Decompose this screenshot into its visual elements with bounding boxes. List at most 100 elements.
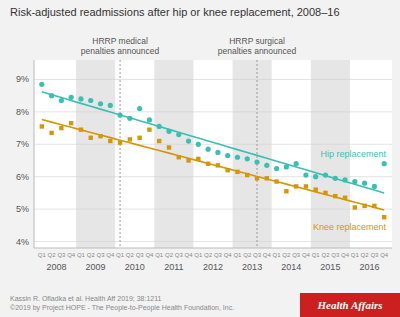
point (127, 116, 132, 121)
x-tick-label: Q1 (273, 252, 282, 258)
year-label: 2015 (320, 262, 340, 272)
point (333, 194, 337, 198)
year-label: 2014 (281, 262, 301, 272)
point (186, 138, 191, 143)
point (40, 124, 44, 128)
point (98, 101, 103, 106)
x-tick-label: Q2 (87, 252, 96, 258)
point (265, 176, 269, 180)
point (88, 98, 93, 103)
point (284, 189, 288, 193)
point (177, 155, 181, 159)
x-tick-label: Q3 (57, 252, 66, 258)
series-label: Knee replacement (313, 222, 387, 232)
year-band (76, 60, 115, 248)
x-tick-label: Q1 (233, 252, 242, 258)
annotation-text: HRRP medicalpenalties announced (81, 36, 160, 56)
x-tick-label: Q2 (321, 252, 330, 258)
x-tick-label: Q1 (155, 252, 164, 258)
point (274, 179, 278, 183)
x-tick-label: Q2 (48, 252, 57, 258)
background (0, 0, 400, 317)
x-tick-label: Q4 (67, 252, 76, 258)
x-tick-label: Q3 (214, 252, 223, 258)
point (362, 204, 366, 208)
point (235, 170, 239, 174)
year-label: 2013 (242, 262, 262, 272)
trend-line (42, 92, 384, 193)
x-tick-label: Q3 (253, 252, 262, 258)
point (294, 184, 298, 188)
point (342, 177, 347, 182)
annotation-text: HRRP surgicalpenalties announced (218, 36, 297, 56)
x-tick-label: Q4 (380, 252, 389, 258)
point (382, 215, 386, 219)
point (362, 181, 367, 186)
grid-line (34, 79, 392, 80)
y-tick-label: 6% (16, 172, 29, 182)
x-tick-label: Q1 (38, 252, 47, 258)
logo-box (300, 293, 400, 317)
point (167, 145, 171, 149)
point (98, 134, 102, 138)
point (176, 132, 181, 137)
point (323, 191, 327, 195)
point (225, 153, 230, 158)
title: Risk-adjusted readmissions after hip or … (10, 6, 340, 18)
point (108, 139, 112, 143)
x-tick-label: Q4 (341, 252, 350, 258)
point (245, 173, 249, 177)
grid-line (34, 176, 392, 177)
y-tick-label: 5% (16, 204, 29, 214)
year-label: 2009 (86, 262, 106, 272)
point (303, 172, 308, 177)
x-tick-label: Q3 (175, 252, 184, 258)
point (284, 164, 289, 169)
series-label: Hip replacement (321, 149, 387, 159)
point (186, 158, 190, 162)
point (69, 95, 74, 100)
point (206, 147, 211, 152)
point (343, 196, 347, 200)
x-tick-label: Q4 (185, 252, 194, 258)
point (89, 136, 93, 140)
x-tick-label: Q1 (312, 252, 321, 258)
point (353, 205, 357, 209)
point (313, 174, 318, 179)
x-tick-label: Q4 (106, 252, 115, 258)
x-tick-label: Q2 (282, 252, 291, 258)
x-tick-label: Q3 (331, 252, 340, 258)
y-tick-label: 4% (16, 237, 29, 247)
x-tick-label: Q1 (194, 252, 203, 258)
point (372, 204, 376, 208)
grid-line (34, 241, 392, 242)
point (117, 113, 122, 118)
plot-marks (39, 82, 387, 220)
grid-line (34, 209, 392, 210)
point (128, 137, 132, 141)
point (323, 172, 328, 177)
point (206, 162, 210, 166)
point (108, 103, 113, 108)
x-tick-label: Q2 (165, 252, 174, 258)
point (49, 93, 54, 98)
point (382, 161, 387, 166)
point (49, 131, 53, 135)
y-axis-line (34, 60, 35, 248)
year-label: 2012 (203, 262, 223, 272)
point (314, 187, 318, 191)
year-label: 2011 (164, 262, 183, 272)
x-tick-label: Q2 (361, 252, 370, 258)
plot-area (34, 60, 392, 248)
point (196, 142, 201, 147)
y-tick-label: 9% (16, 74, 29, 84)
point (294, 161, 299, 166)
year-label: 2008 (46, 262, 66, 272)
footnote: ©2019 by Project HOPE - The People-to-Pe… (10, 304, 234, 312)
year-label: 2010 (125, 262, 145, 272)
point (255, 176, 259, 180)
point (137, 106, 142, 111)
point (39, 82, 44, 87)
point (352, 179, 357, 184)
point (78, 96, 83, 101)
